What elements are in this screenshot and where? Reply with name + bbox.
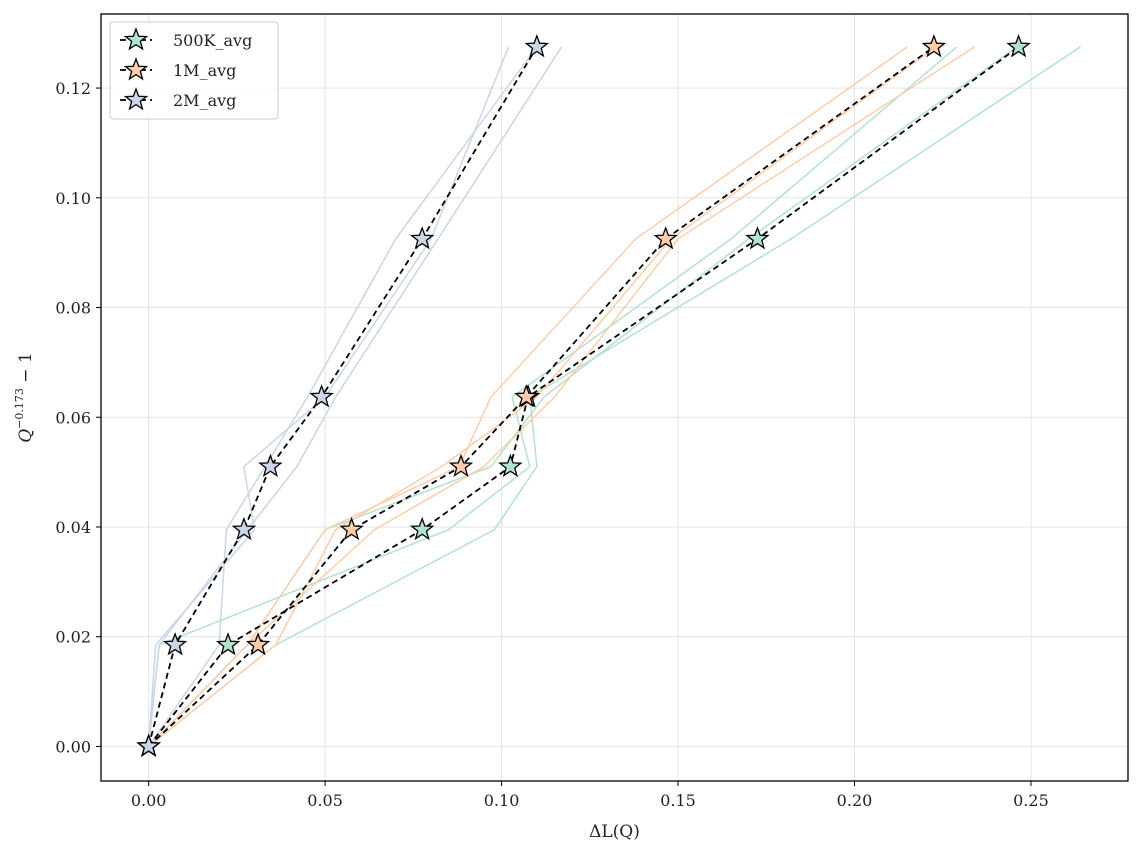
avg-marker-1M_avg [245,632,271,656]
avg-marker-500K_avg [215,632,241,656]
avg-marker-500K_avg [745,226,770,250]
avg-line-2M_avg [147,46,538,747]
legend-label: 500K_avg [173,31,252,50]
individual-runs [147,46,1081,747]
avg-marker-2M_avg [231,516,257,541]
avg-marker-1M_avg [514,384,539,408]
legend-marker [123,87,149,111]
plot-frame [100,13,1129,782]
avg-marker-1M_avg [339,516,364,541]
x-tick-label: 0.20 [837,791,873,810]
run-line-2M_avg [147,46,538,747]
legend: 500K_avg 1M_avg 2M_avg [109,21,279,120]
avg-marker-500K_avg [498,453,523,478]
x-tick-label: 0.25 [1013,791,1049,810]
avg-marker-1M_avg [653,226,678,250]
y-tick-label: 0.00 [55,737,91,756]
run-line-500K_avg [147,46,958,747]
y-axis-label-tail: − 1 [16,352,36,388]
y-tick-label: 0.10 [55,189,91,208]
run-line-2M_avg [147,46,563,747]
avg-marker-2M_avg [136,733,161,757]
grid [101,14,1128,781]
average-markers [136,34,1031,757]
avg-line-500K_avg [147,46,1020,747]
x-axis-ticks: 0.00 0.05 0.10 0.15 0.20 0.25 [131,781,1049,810]
y-tick-label: 0.08 [55,299,91,318]
run-line-500K_avg [148,46,1018,747]
legend-label: 1M_avg [173,61,236,80]
y-axis-label-base: Q [16,429,36,443]
y-axis-label: Q−0.173 − 1 [13,352,36,443]
y-axis-label-exponent: −0.173 [13,388,26,429]
avg-marker-1M_avg [921,34,947,58]
y-tick-label: 0.04 [55,518,91,537]
avg-marker-2M_avg [524,34,550,58]
x-axis-label: ΔL(Q) [589,822,640,842]
x-tick-label: 0.10 [484,791,520,810]
x-tick-label: 0.15 [660,791,696,810]
y-tick-label: 0.06 [55,408,91,427]
avg-marker-2M_avg [409,226,435,250]
legend-marker [123,57,149,81]
legend-box [109,21,279,120]
average-lines [147,46,1020,748]
x-tick-label: 0.05 [307,791,343,810]
y-tick-label: 0.12 [55,79,91,98]
x-tick-label: 0.00 [131,791,167,810]
avg-marker-2M_avg [162,632,188,656]
run-line-2M_avg [147,46,510,747]
y-axis-ticks: 0.00 0.02 0.04 0.06 0.08 0.10 0.12 [55,79,101,756]
run-line-1M_avg [148,46,975,747]
y-tick-label: 0.02 [55,628,91,647]
avg-marker-500K_avg [409,516,435,541]
avg-marker-2M_avg [309,384,334,408]
legend-marker [123,27,149,51]
avg-marker-1M_avg [448,453,474,478]
legend-label: 2M_avg [173,91,236,110]
avg-marker-500K_avg [1006,34,1031,58]
avg-marker-2M_avg [258,453,283,478]
run-line-500K_avg [148,46,1081,747]
